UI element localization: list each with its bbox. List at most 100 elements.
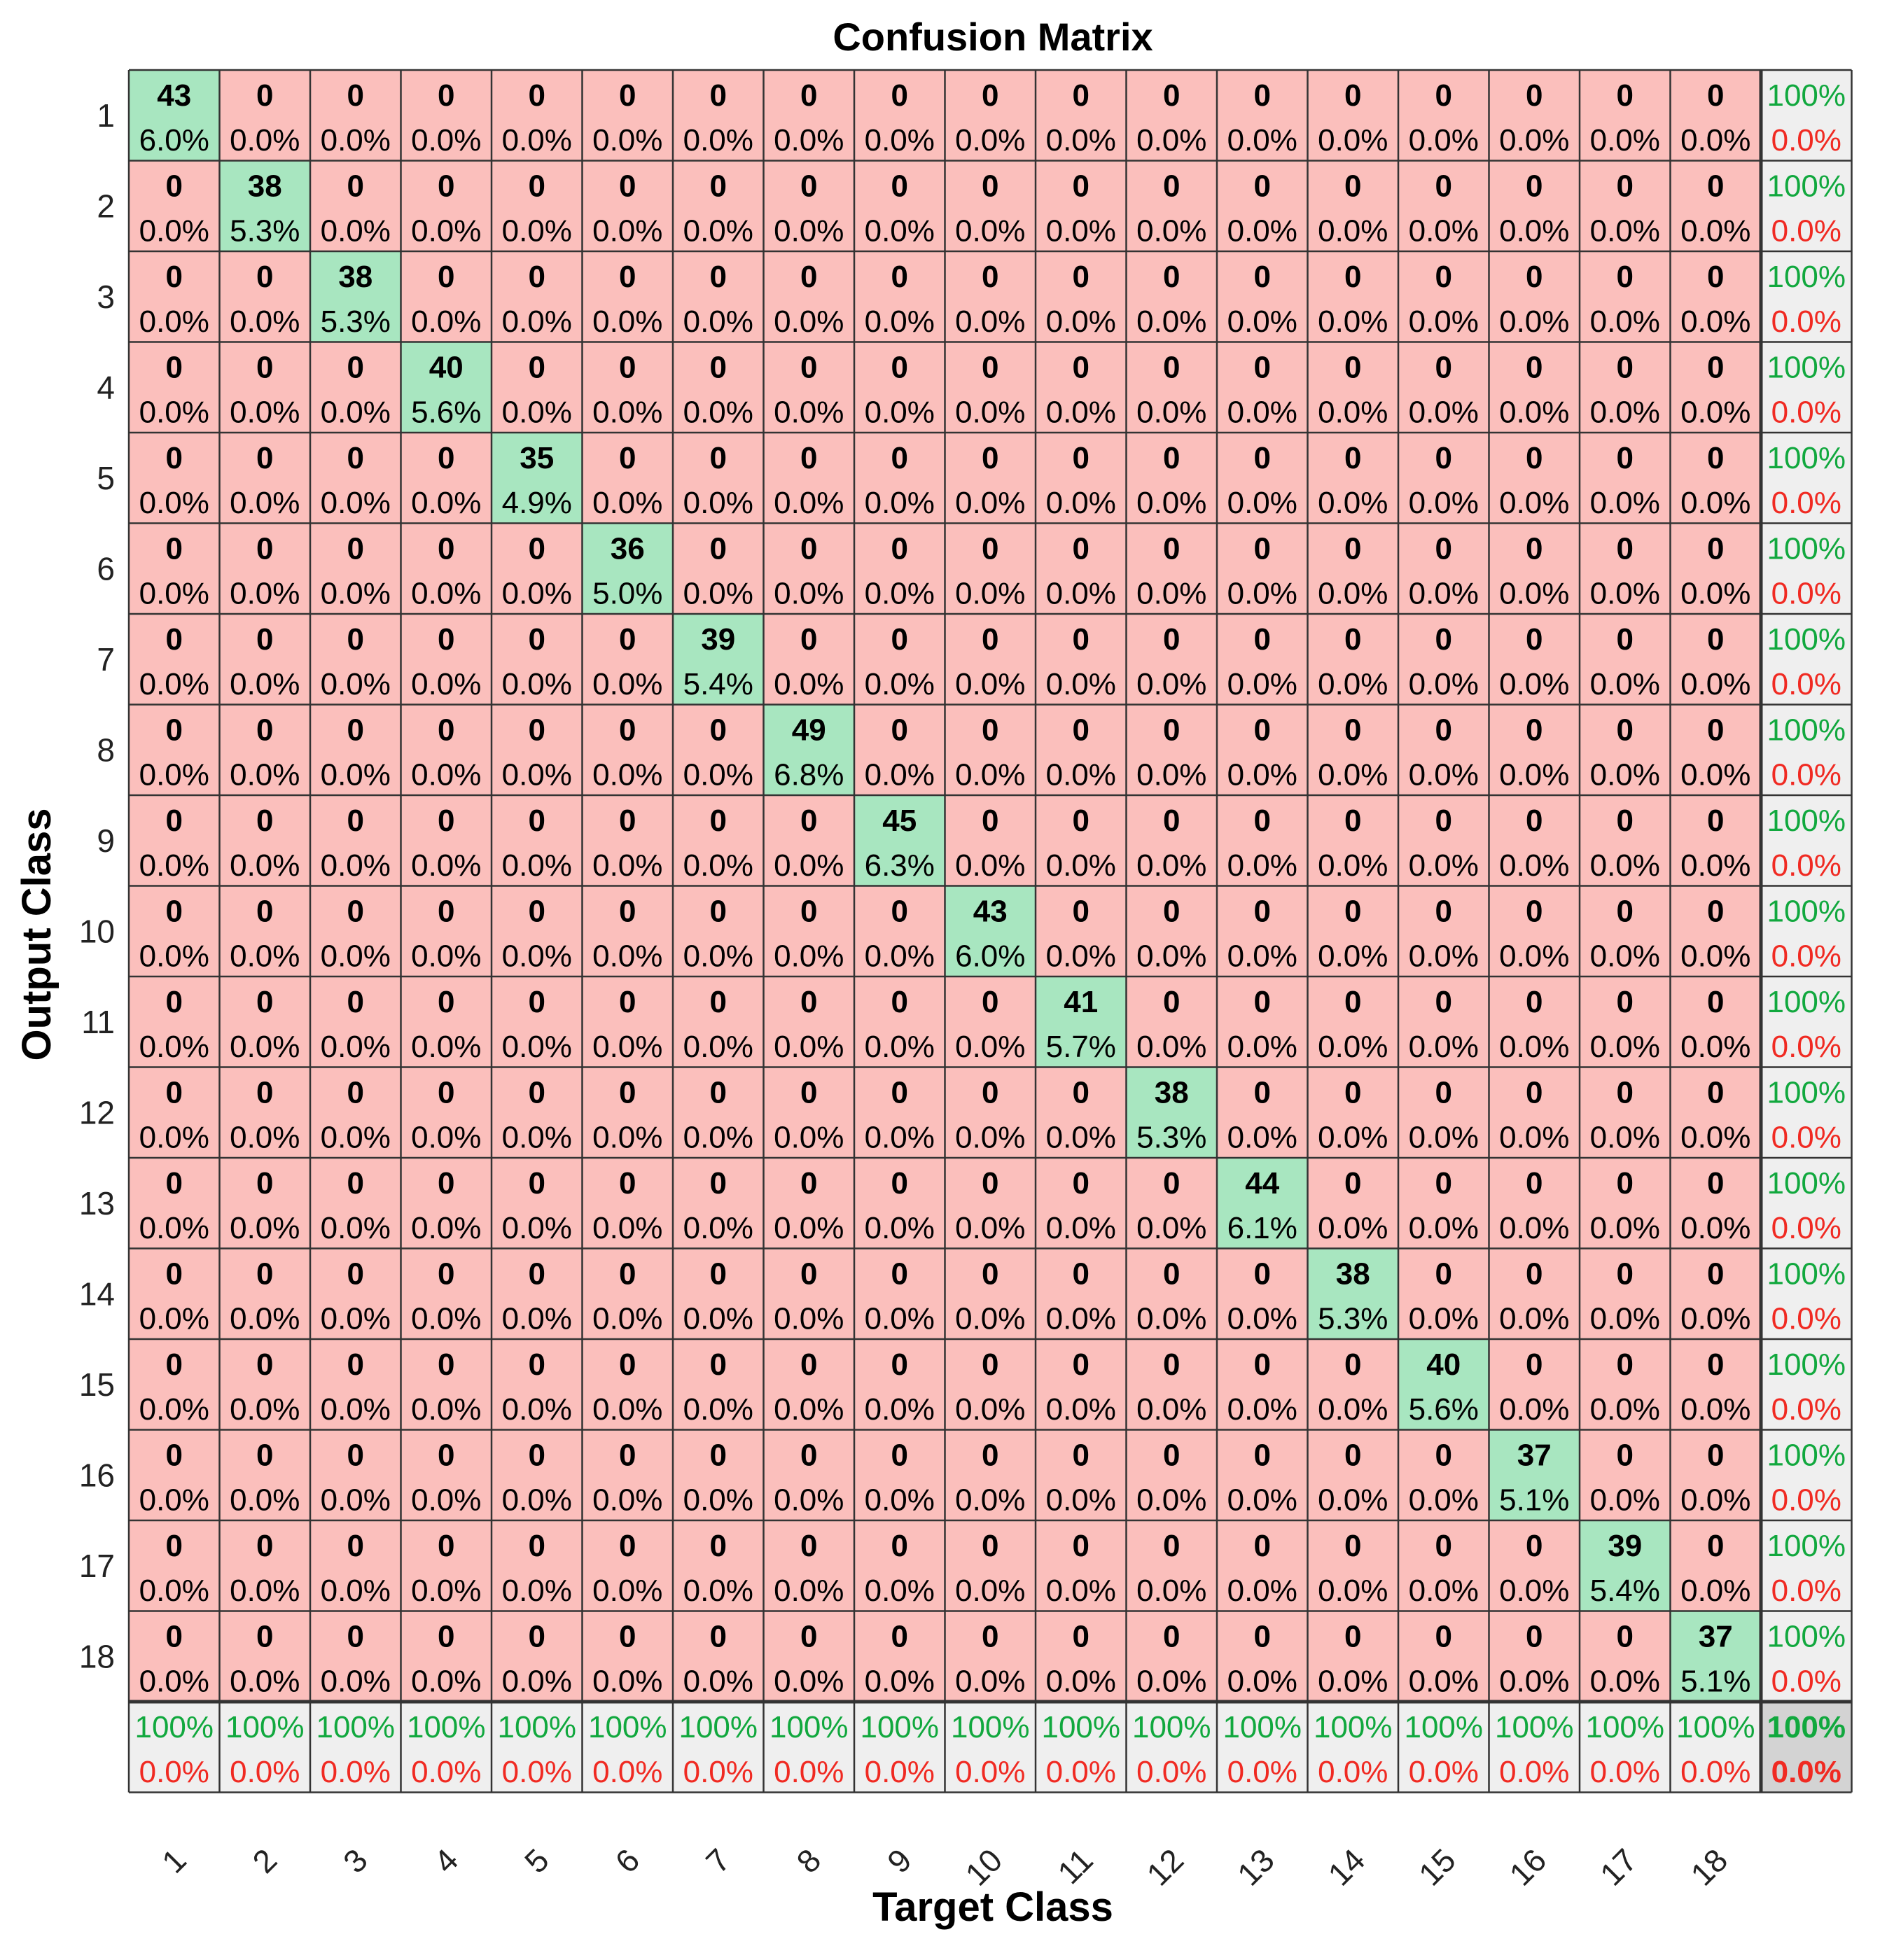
matrix-cell: 100% 0.0% (673, 1702, 764, 1793)
cell-background (763, 251, 854, 342)
matrix-cell: 0 0.0% (1307, 1611, 1398, 1702)
matrix-cell: 0 0.0% (401, 795, 492, 886)
matrix-cell: 39 5.4% (1580, 1520, 1671, 1611)
cell-percent: 0.0% (411, 123, 481, 158)
cell-percent: 0.0% (1409, 577, 1479, 611)
cell-count: 0 (1526, 78, 1543, 113)
matrix-cell: 0 0.0% (219, 523, 310, 614)
cell-percent: 0.0% (502, 1121, 572, 1155)
cell-percent: 0.0% (502, 123, 572, 158)
matrix-cell: 0 0.0% (1489, 795, 1580, 886)
cell-count: 0 (1254, 1438, 1271, 1473)
cell-percent: 0.0% (1680, 667, 1750, 701)
cell-count: 0 (1163, 713, 1180, 748)
matrix-cell: 0 0.0% (1670, 433, 1761, 524)
cell-count: 0 (800, 260, 817, 294)
cell-background (310, 1158, 401, 1249)
cell-background (582, 1611, 673, 1702)
matrix-cell: 0 0.0% (310, 795, 401, 886)
x-tick-label: 18 (1683, 1842, 1734, 1893)
x-tick-label: 16 (1502, 1842, 1553, 1893)
matrix-cell: 0 0.0% (1489, 342, 1580, 433)
cell-background (401, 523, 492, 614)
matrix-cell: 100% 0.0% (129, 1702, 220, 1793)
cell-background (310, 1339, 401, 1430)
cell-percent: 0.0% (955, 1121, 1025, 1155)
cell-percent: 0.0% (1046, 758, 1116, 792)
cell-percent: 0.0% (1590, 577, 1660, 611)
cell-count: 0 (1254, 622, 1271, 657)
matrix-cell: 0 0.0% (219, 1429, 310, 1520)
cell-count: 0 (347, 713, 364, 748)
cell-percent: 0.0% (1409, 1483, 1479, 1518)
cell-percent: 0.0% (230, 1302, 300, 1336)
y-tick-label: 12 (79, 1094, 115, 1130)
summary-error: 0.0% (1771, 939, 1841, 974)
cell-percent: 0.0% (1499, 123, 1569, 158)
cell-background (492, 523, 583, 614)
x-tick-label: 13 (1230, 1842, 1281, 1893)
matrix-cell: 0 0.0% (1489, 1248, 1580, 1339)
cell-percent: 0.0% (865, 486, 935, 520)
cell-count: 0 (800, 1348, 817, 1382)
cell-count: 0 (256, 78, 273, 113)
cell-background (1307, 1520, 1398, 1611)
cell-count: 0 (982, 1620, 998, 1654)
cell-background (673, 1702, 764, 1793)
cell-background (129, 523, 220, 614)
matrix-cell: 0 0.0% (1217, 1520, 1308, 1611)
cell-background (1580, 523, 1671, 614)
cell-count: 0 (529, 351, 545, 385)
cell-background (1217, 1248, 1308, 1339)
summary-error: 0.0% (1046, 1755, 1116, 1789)
cell-background (129, 976, 220, 1068)
cell-count: 0 (710, 1529, 727, 1563)
cell-percent: 0.0% (1590, 304, 1660, 339)
cell-count: 0 (619, 804, 636, 838)
matrix-cell: 0 0.0% (582, 251, 673, 342)
cell-count: 0 (1526, 532, 1543, 566)
cell-percent: 0.0% (411, 1392, 481, 1427)
matrix-cell: 0 0.0% (1217, 523, 1308, 614)
cell-background (1036, 160, 1127, 251)
matrix-cell: 0 0.0% (673, 433, 764, 524)
summary-correct: 100% (770, 1710, 849, 1744)
cell-percent: 0.0% (1046, 667, 1116, 701)
cell-count: 0 (166, 895, 183, 929)
cell-count: 0 (1254, 169, 1271, 204)
cell-count: 40 (429, 351, 464, 385)
matrix-cell: 0 0.0% (1580, 976, 1671, 1068)
cell-background (1489, 886, 1580, 976)
cell-percent: 0.0% (1499, 1574, 1569, 1608)
cell-count: 41 (1064, 985, 1098, 1019)
summary-error: 0.0% (1136, 1755, 1206, 1789)
cell-count: 0 (347, 1257, 364, 1292)
matrix-cell: 0 0.0% (1670, 976, 1761, 1068)
cell-count: 0 (438, 1166, 454, 1200)
cell-count: 0 (529, 985, 545, 1019)
cell-background (1489, 1158, 1580, 1249)
cell-percent: 0.0% (592, 1574, 662, 1608)
matrix-cell: 0 0.0% (1398, 1611, 1489, 1702)
cell-percent: 0.0% (230, 396, 300, 430)
cell-count: 0 (1254, 1076, 1271, 1110)
cell-percent: 0.0% (411, 848, 481, 883)
matrix-cell: 0 0.0% (129, 1611, 220, 1702)
matrix-cell: 0 0.0% (1217, 704, 1308, 795)
cell-background (401, 1429, 492, 1520)
cell-percent: 0.0% (683, 1392, 753, 1427)
summary-correct: 100% (588, 1710, 667, 1744)
cell-background (763, 1611, 854, 1702)
cell-count: 0 (529, 1257, 545, 1292)
matrix-cell: 0 0.0% (129, 1520, 220, 1611)
cell-count: 0 (710, 1076, 727, 1110)
cell-background (492, 70, 583, 161)
cell-background (1307, 1067, 1398, 1158)
matrix-cell: 0 0.0% (1126, 704, 1217, 795)
summary-error: 0.0% (1318, 1755, 1388, 1789)
cell-percent: 0.0% (1136, 304, 1206, 339)
matrix-cell: 0 0.0% (219, 342, 310, 433)
cell-background (1126, 342, 1217, 433)
cell-background (1761, 886, 1852, 976)
summary-error: 0.0% (1771, 1030, 1841, 1064)
